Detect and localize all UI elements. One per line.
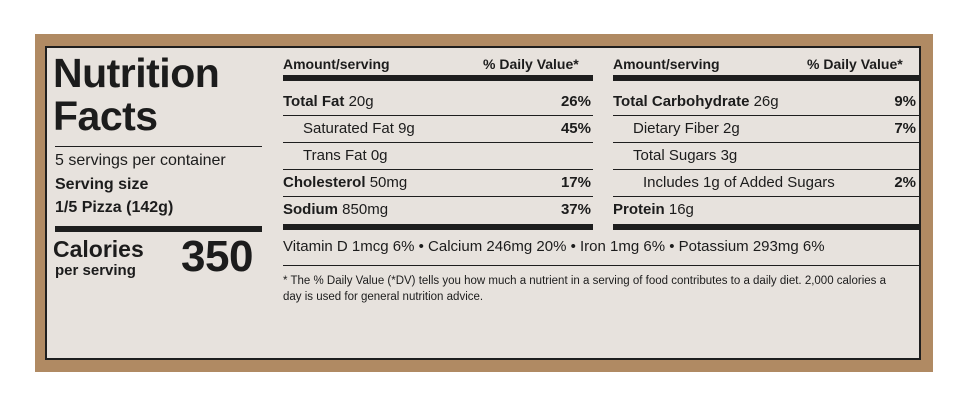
nutrient-name: Sodium	[283, 201, 338, 218]
nutrient-amount: 850mg	[342, 201, 389, 218]
title-line-2: Facts	[53, 93, 158, 139]
row-divider	[283, 115, 593, 116]
nutrient-name: Saturated Fat	[303, 120, 394, 137]
nutrient-row: Protein 16g	[613, 197, 916, 223]
divider	[55, 146, 262, 147]
nutrient-name: Dietary Fiber	[633, 120, 719, 137]
serving-size-label: Serving size	[55, 176, 149, 193]
right-header-amount: Amount/serving	[613, 56, 720, 72]
nutrient-dv: 17%	[560, 174, 591, 191]
title-line-1: Nutrition	[53, 50, 220, 96]
nutrient-row: Total Carbohydrate 26g 9%	[613, 89, 916, 115]
row-divider	[613, 169, 919, 170]
right-header-bar	[613, 75, 919, 81]
left-header-amount: Amount/serving	[283, 56, 390, 72]
nutrient-row: Sodium 850mg 37%	[283, 197, 591, 223]
nutrient-name: Includes 1g of Added Sugars	[643, 174, 835, 191]
nutrition-facts-title: Nutrition Facts	[53, 50, 220, 139]
servings-per-container: 5 servings per container	[55, 152, 226, 169]
nutrient-dv: 2%	[894, 174, 916, 191]
nutrient-amount: 9g	[398, 120, 415, 137]
nutrient-name: Total Sugars	[633, 147, 717, 164]
row-divider	[283, 142, 593, 143]
nutrient-name: Total Carbohydrate	[613, 93, 750, 110]
nutrient-amount: 50mg	[369, 174, 408, 191]
nutrient-amount: 26g	[753, 93, 779, 110]
nutrient-row: Total Fat 20g 26%	[283, 89, 591, 115]
vitamins-divider	[283, 265, 919, 266]
row-divider	[613, 115, 919, 116]
nutrient-dv: 37%	[560, 201, 591, 218]
nutrient-amount: 2g	[723, 120, 740, 137]
row-divider	[283, 196, 593, 197]
nutrient-name: Cholesterol	[283, 174, 366, 191]
daily-value-footnote: * The % Daily Value (*DV) tells you how …	[283, 275, 887, 303]
nutrient-row: Total Sugars 3g	[613, 143, 916, 169]
nutrient-row: Trans Fat 0g	[283, 143, 591, 169]
nutrient-row: Dietary Fiber 2g 7%	[613, 116, 916, 142]
nutrient-dv: 45%	[560, 120, 591, 137]
left-bottom-bar	[283, 224, 593, 230]
row-divider	[613, 196, 919, 197]
right-header-dv: % Daily Value*	[807, 56, 903, 72]
vitamins-minerals-line: Vitamin D 1mcg 6% • Calcium 246mg 20% • …	[283, 238, 825, 255]
nutrient-amount: 16g	[668, 201, 694, 218]
nutrient-dv: 7%	[894, 120, 916, 137]
row-divider	[283, 169, 593, 170]
row-divider	[613, 142, 919, 143]
thick-divider	[55, 226, 262, 232]
nutrient-row: Includes 1g of Added Sugars 2%	[613, 170, 916, 196]
calories-value: 350	[181, 232, 253, 281]
nutrient-name: Protein	[613, 201, 665, 218]
nutrient-row: Cholesterol 50mg 17%	[283, 170, 591, 196]
nutrition-facts-label: Nutrition Facts 5 servings per container…	[45, 46, 921, 360]
serving-size-value: 1/5 Pizza (142g)	[55, 199, 174, 216]
right-bottom-bar	[613, 224, 919, 230]
nutrient-amount: 0g	[370, 147, 388, 164]
left-header-dv: % Daily Value*	[483, 56, 579, 72]
nutrient-dv: 9%	[894, 93, 916, 110]
left-header-bar	[283, 75, 593, 81]
per-serving-label: per serving	[55, 262, 136, 279]
nutrient-name: Trans Fat	[303, 147, 367, 164]
nutrient-amount: 3g	[720, 147, 738, 164]
calories-label: Calories	[53, 236, 144, 262]
nutrient-row: Saturated Fat 9g 45%	[283, 116, 591, 142]
nutrient-dv: 26%	[560, 93, 591, 110]
nutrient-name: Total Fat	[283, 93, 345, 110]
nutrient-amount: 20g	[348, 93, 374, 110]
